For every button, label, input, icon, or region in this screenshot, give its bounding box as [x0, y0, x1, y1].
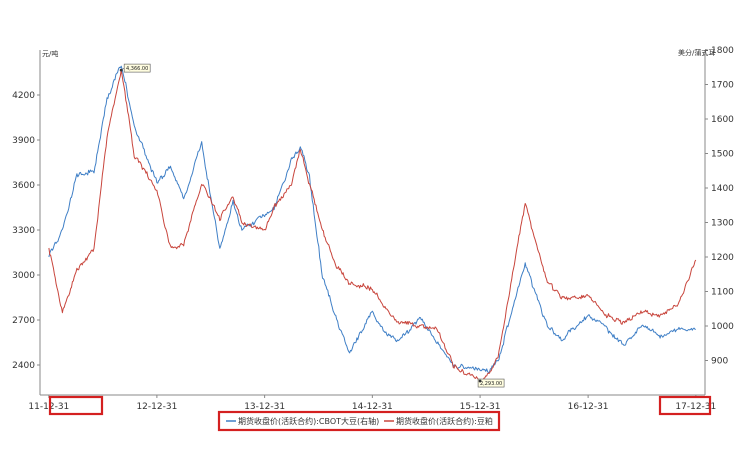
left-tick-label: 3000	[12, 271, 35, 281]
annotation-label: 4,366.00	[126, 66, 148, 72]
x-tick-label: 15-12-31	[460, 402, 501, 412]
right-tick-label: 1700	[711, 81, 734, 91]
highlight-box-end	[658, 395, 712, 416]
left-tick-label: 3900	[12, 136, 35, 146]
left-tick-label: 2400	[12, 361, 35, 371]
right-axis-unit: 美分/蒲式耳	[678, 48, 715, 57]
x-axis-ticks: 11-12-31 12-12-31 13-12-31 14-12-31 15-12-31…	[28, 395, 716, 412]
x-tick-label: 17-12-31	[675, 402, 716, 412]
highlight-box-start	[48, 395, 104, 416]
annotation-point	[478, 379, 482, 383]
legend-label-meal: 期货收盘价(活跃合约):豆粕	[396, 416, 493, 426]
left-tick-label: 4200	[12, 91, 35, 101]
series-line-cbot	[48, 65, 696, 374]
right-tick-label: 1100	[711, 288, 734, 298]
annotation-point	[119, 68, 123, 72]
left-tick-label: 2700	[12, 316, 35, 326]
legend-box	[217, 410, 501, 432]
left-tick-label: 3600	[12, 181, 35, 191]
right-axis-ticks: 900 1000 1100 1200 1300 1400 1500 1600 1700 1800	[705, 46, 734, 367]
annotation-label: 2,293.00	[480, 381, 502, 387]
legend-label-cbot: 期货收盘价(活跃合约):CBOT大豆(右轴)	[238, 416, 379, 426]
series-layer	[48, 65, 697, 384]
annotation-box	[477, 378, 505, 388]
right-tick-label: 1300	[711, 219, 734, 229]
annotation-layer: 4,366.00 2,293.00	[119, 63, 505, 388]
right-tick-label: 1500	[711, 150, 734, 160]
annotation-box	[123, 63, 151, 73]
left-axis-ticks: 2400 2700 3000 3300 3600 3900 4200	[12, 91, 40, 371]
x-tick-label: 12-12-31	[136, 402, 177, 412]
right-tick-label: 1600	[711, 115, 734, 125]
left-axis-unit: 元/吨	[42, 49, 58, 58]
x-tick-label: 11-12-31	[28, 402, 69, 412]
x-tick-label: 16-12-31	[568, 402, 609, 412]
right-tick-label: 1800	[711, 46, 734, 56]
left-tick-label: 3300	[12, 226, 35, 236]
right-tick-label: 900	[711, 357, 728, 367]
x-tick-label: 14-12-31	[352, 402, 393, 412]
x-tick-label: 13-12-31	[244, 402, 285, 412]
series-line-meal	[48, 69, 697, 384]
right-tick-label: 1000	[711, 322, 734, 332]
right-tick-label: 1400	[711, 184, 734, 194]
right-tick-label: 1200	[711, 253, 734, 263]
